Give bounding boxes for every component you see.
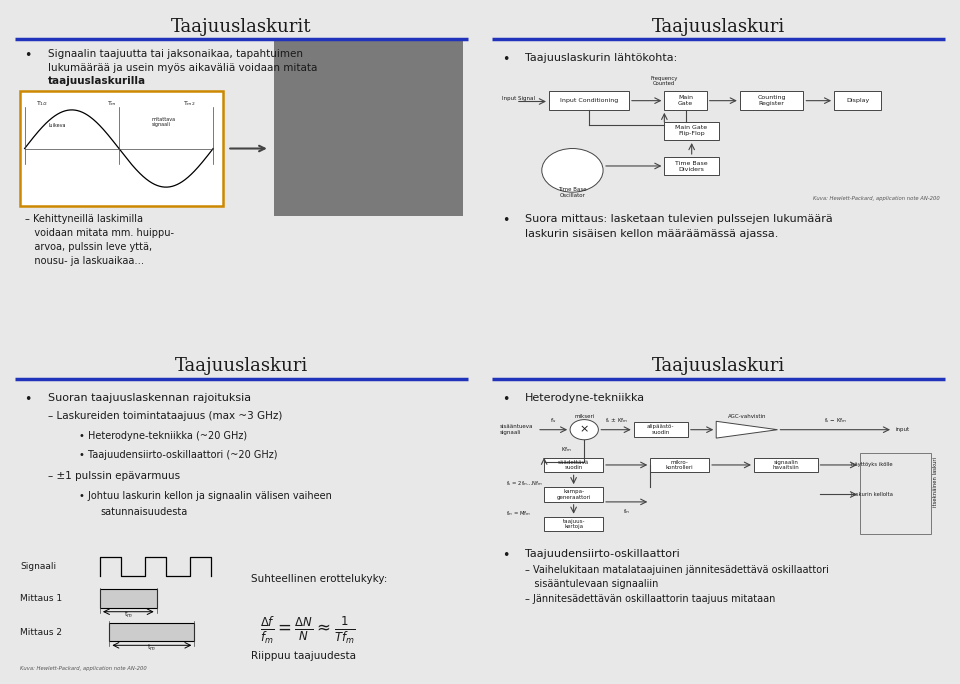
Text: input: input <box>896 428 909 432</box>
Text: Suoran taajuuslaskennan rajoituksia: Suoran taajuuslaskennan rajoituksia <box>48 393 252 403</box>
Text: Input Signal: Input Signal <box>502 96 535 101</box>
Text: Suhteellinen erottelukyky:: Suhteellinen erottelukyky: <box>251 574 387 584</box>
Text: – ±1 pulssin epävarmuus: – ±1 pulssin epävarmuus <box>48 471 180 481</box>
Text: f$_s$ = 2f$_m$…Nf$_m$: f$_s$ = 2f$_m$…Nf$_m$ <box>507 479 543 488</box>
Text: – Vaihelukitaan matalataajuinen jännitesädettävä oskillaattori: – Vaihelukitaan matalataajuinen jännites… <box>525 565 829 575</box>
Text: Heterodyne-tekniikka: Heterodyne-tekniikka <box>525 393 645 403</box>
Bar <box>109 623 194 642</box>
Text: Main
Gate: Main Gate <box>678 95 693 106</box>
Bar <box>100 589 156 607</box>
Text: •: • <box>502 53 509 66</box>
FancyBboxPatch shape <box>754 458 818 473</box>
Text: sisääntulevaan signaaliin: sisääntulevaan signaaliin <box>525 579 659 589</box>
Text: mikseri: mikseri <box>574 414 594 419</box>
Text: Mittaus 1: Mittaus 1 <box>20 594 62 603</box>
Text: Counting
Register: Counting Register <box>757 95 786 106</box>
Text: •: • <box>502 214 509 227</box>
FancyBboxPatch shape <box>650 458 709 473</box>
Text: f$_m$ = Mf$_m$: f$_m$ = Mf$_m$ <box>507 509 532 518</box>
Bar <box>860 453 930 534</box>
Text: Suora mittaus: lasketaan tulevien pulssejen lukumäärä: Suora mittaus: lasketaan tulevien pulsse… <box>525 214 833 224</box>
Text: laskurin kellolta: laskurin kellolta <box>852 492 893 497</box>
Text: – Laskureiden toimintataajuus (max ~3 GHz): – Laskureiden toimintataajuus (max ~3 GH… <box>48 411 282 421</box>
Text: AGC-vahvistin: AGC-vahvistin <box>728 414 766 419</box>
Circle shape <box>570 419 598 440</box>
FancyBboxPatch shape <box>20 92 223 206</box>
Text: f$_s$ ± Kf$_m$: f$_s$ ± Kf$_m$ <box>605 416 628 425</box>
Text: ×: × <box>580 425 588 435</box>
Text: taajuuslaskurilla: taajuuslaskurilla <box>48 77 146 86</box>
Text: •: • <box>502 549 509 562</box>
Text: •: • <box>25 49 32 62</box>
Text: Taajuuslaskuri: Taajuuslaskuri <box>652 18 785 36</box>
Text: sisääntueva
signaali: sisääntueva signaali <box>499 424 533 435</box>
Text: Taajuuslaskuri: Taajuuslaskuri <box>652 358 785 376</box>
Text: luikeva: luikeva <box>48 122 65 128</box>
Text: Kuva: Hewlett-Packard, application note AN-200: Kuva: Hewlett-Packard, application note … <box>813 196 940 200</box>
Bar <box>275 41 463 215</box>
Text: laskurin sisäisen kellon määräämässä ajassa.: laskurin sisäisen kellon määräämässä aja… <box>525 229 779 239</box>
Circle shape <box>541 148 603 192</box>
Text: Display: Display <box>846 98 869 103</box>
Text: Taajuuslaskurit: Taajuuslaskurit <box>171 18 312 36</box>
Text: satunnaisuudesta: satunnaisuudesta <box>100 507 187 517</box>
Text: Taajuuslaskuri: Taajuuslaskuri <box>175 358 308 376</box>
Text: mitattava
signaali: mitattava signaali <box>152 116 176 127</box>
Text: t$_m$: t$_m$ <box>124 609 132 620</box>
FancyBboxPatch shape <box>664 157 718 175</box>
Text: f$_s$: f$_s$ <box>550 416 557 425</box>
Text: Taajuudensiirto-oskillaattori: Taajuudensiirto-oskillaattori <box>525 549 680 559</box>
Text: Frequency
Counted: Frequency Counted <box>651 76 678 86</box>
Text: Kuva: Hewlett-Packard, application note AN-200: Kuva: Hewlett-Packard, application note … <box>20 666 147 672</box>
Text: T$_{m2}$: T$_{m2}$ <box>182 99 195 108</box>
FancyBboxPatch shape <box>544 516 603 531</box>
Text: mikro-
kontrolleri: mikro- kontrolleri <box>666 460 693 471</box>
Polygon shape <box>716 421 778 438</box>
Text: Riippuu taajuudesta: Riippuu taajuudesta <box>251 651 356 661</box>
Text: säädettävä
suodin: säädettävä suodin <box>558 460 589 471</box>
FancyBboxPatch shape <box>664 92 707 110</box>
FancyBboxPatch shape <box>740 92 804 110</box>
Text: signaalin
havaitsiin: signaalin havaitsiin <box>773 460 799 471</box>
FancyBboxPatch shape <box>664 122 718 140</box>
FancyBboxPatch shape <box>549 92 629 110</box>
Text: taajuus-
kertoja: taajuus- kertoja <box>563 518 585 529</box>
FancyBboxPatch shape <box>544 487 603 502</box>
Text: alipäästö-
suodin: alipäästö- suodin <box>647 424 675 435</box>
Text: •: • <box>25 393 32 406</box>
Text: – Jännitesädettävän oskillaattorin taajuus mitataan: – Jännitesädettävän oskillaattorin taaju… <box>525 594 776 604</box>
Text: T$_{1/2}$: T$_{1/2}$ <box>36 100 49 108</box>
Text: Time Base
Oscillator: Time Base Oscillator <box>558 187 587 198</box>
Text: Time Base
Dividers: Time Base Dividers <box>675 161 708 172</box>
Text: Input Conditioning: Input Conditioning <box>560 98 618 103</box>
Text: itseknäinen laskuri: itseknäinen laskuri <box>933 457 938 507</box>
Text: Signaalin taajuutta tai jaksonaikaa, tapahtuimen: Signaalin taajuutta tai jaksonaikaa, tap… <box>48 49 303 60</box>
Text: Signaali: Signaali <box>20 562 56 571</box>
Text: Main Gate
Flip-Flop: Main Gate Flip-Flop <box>676 125 708 136</box>
FancyBboxPatch shape <box>834 92 881 110</box>
Text: • Johtuu laskurin kellon ja signaalin välisen vaiheen: • Johtuu laskurin kellon ja signaalin vä… <box>79 491 332 501</box>
Text: •: • <box>502 393 509 406</box>
Text: $\frac{\Delta f}{f_m} = \frac{\Delta N}{N} \approx \frac{1}{Tf_m}$: $\frac{\Delta f}{f_m} = \frac{\Delta N}{… <box>260 614 356 646</box>
Text: näyttöyks ikölle: näyttöyks ikölle <box>852 462 893 467</box>
Text: • Heterodyne-tekniikka (~20 GHz): • Heterodyne-tekniikka (~20 GHz) <box>79 432 247 441</box>
Text: – Kehittyneillä laskimilla
   voidaan mitata mm. huippu-
   arvoa, pulssin leve : – Kehittyneillä laskimilla voidaan mitat… <box>25 214 174 266</box>
Text: Mittaus 2: Mittaus 2 <box>20 627 61 637</box>
Text: f$_s$ − Kf$_m$: f$_s$ − Kf$_m$ <box>824 416 847 425</box>
FancyBboxPatch shape <box>634 422 688 437</box>
Text: • Taajuudensiirto-oskillaattori (~20 GHz): • Taajuudensiirto-oskillaattori (~20 GHz… <box>79 450 277 460</box>
Text: f$_m$: f$_m$ <box>623 507 631 516</box>
Text: t$_m$: t$_m$ <box>147 643 156 653</box>
FancyBboxPatch shape <box>544 458 603 473</box>
Text: kampa-
generaattori: kampa- generaattori <box>557 489 590 500</box>
Text: T$_m$: T$_m$ <box>108 99 117 108</box>
Text: Taajuuslaskurin lähtökohta:: Taajuuslaskurin lähtökohta: <box>525 53 678 63</box>
Text: Kf$_m$: Kf$_m$ <box>562 445 572 453</box>
Text: lukumäärää ja usein myös aikaväliä voidaan mitata: lukumäärää ja usein myös aikaväliä voida… <box>48 63 318 73</box>
